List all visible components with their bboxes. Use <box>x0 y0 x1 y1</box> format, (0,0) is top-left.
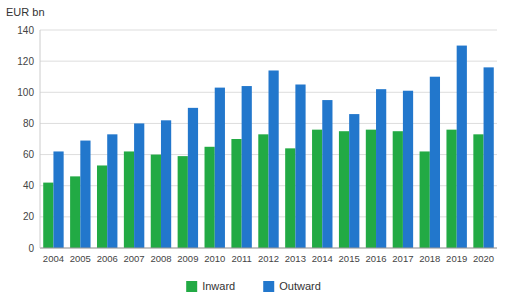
bar <box>312 130 322 248</box>
bar <box>473 134 483 248</box>
bar <box>420 151 430 248</box>
x-tick-label: 2008 <box>150 253 171 264</box>
legend-label: Inward <box>202 280 235 292</box>
x-tick-label: 2015 <box>339 253 360 264</box>
x-tick-label: 2006 <box>97 253 118 264</box>
legend: Inward Outward <box>186 280 321 292</box>
chart: 0 20 40 60 80 100 120 140 EUR bn 2004 2005 2006 2007… <box>0 0 507 306</box>
y-tick-label: 120 <box>17 56 34 67</box>
bar <box>258 134 268 248</box>
bar <box>393 131 403 248</box>
bars <box>43 46 494 248</box>
y-axis-label: EUR bn <box>6 6 45 18</box>
bar <box>366 130 376 248</box>
x-tick-label: 2016 <box>365 253 386 264</box>
bar <box>70 176 80 248</box>
y-tick-label: 100 <box>17 87 34 98</box>
bar <box>53 151 63 248</box>
y-tick-label: 80 <box>23 118 35 129</box>
bar <box>484 67 494 248</box>
bar <box>43 183 53 248</box>
y-axis-line <box>40 30 41 248</box>
y-tick-label: 0 <box>28 243 34 254</box>
bar <box>80 141 90 248</box>
bar <box>205 147 215 248</box>
x-tick-label: 2004 <box>43 253 64 264</box>
bar <box>295 85 305 249</box>
bar <box>178 156 188 248</box>
x-tick-label: 2020 <box>473 253 494 264</box>
x-tick-label: 2014 <box>312 253 333 264</box>
x-tick-label: 2007 <box>124 253 145 264</box>
x-tick-label: 2013 <box>285 253 306 264</box>
bar <box>457 46 467 248</box>
bar <box>349 114 359 248</box>
bar <box>231 139 241 248</box>
bar <box>242 86 252 248</box>
x-tick-label: 2009 <box>177 253 198 264</box>
x-tick-label: 2010 <box>204 253 225 264</box>
x-tick-label: 2017 <box>392 253 413 264</box>
bar <box>188 108 198 248</box>
y-tick-label: 20 <box>23 211 35 222</box>
bar <box>269 70 279 248</box>
grid-line <box>40 30 497 31</box>
bar <box>124 151 134 248</box>
bar <box>285 148 295 248</box>
x-tick-label: 2011 <box>231 253 251 264</box>
grid-line <box>40 248 497 249</box>
x-tick-label: 2018 <box>419 253 440 264</box>
legend-swatch <box>186 281 197 292</box>
bar <box>339 131 349 248</box>
legend-label: Outward <box>279 280 321 292</box>
bar <box>430 77 440 248</box>
bar <box>161 120 171 248</box>
bar <box>151 155 161 248</box>
y-tick-label: 60 <box>23 149 35 160</box>
bar <box>215 88 225 248</box>
bar <box>446 130 456 248</box>
bar <box>376 89 386 248</box>
bar <box>403 91 413 248</box>
bar <box>107 134 117 248</box>
x-axis-line <box>40 248 497 249</box>
grid-line <box>40 61 497 62</box>
bar <box>322 100 332 248</box>
x-tick-label: 2019 <box>446 253 467 264</box>
legend-swatch <box>263 281 274 292</box>
y-tick-label: 40 <box>23 180 35 191</box>
x-tick-label: 2005 <box>70 253 91 264</box>
bar <box>134 123 144 248</box>
bar <box>97 165 107 248</box>
x-tick-label: 2012 <box>258 253 279 264</box>
y-tick-label: 140 <box>17 25 34 36</box>
